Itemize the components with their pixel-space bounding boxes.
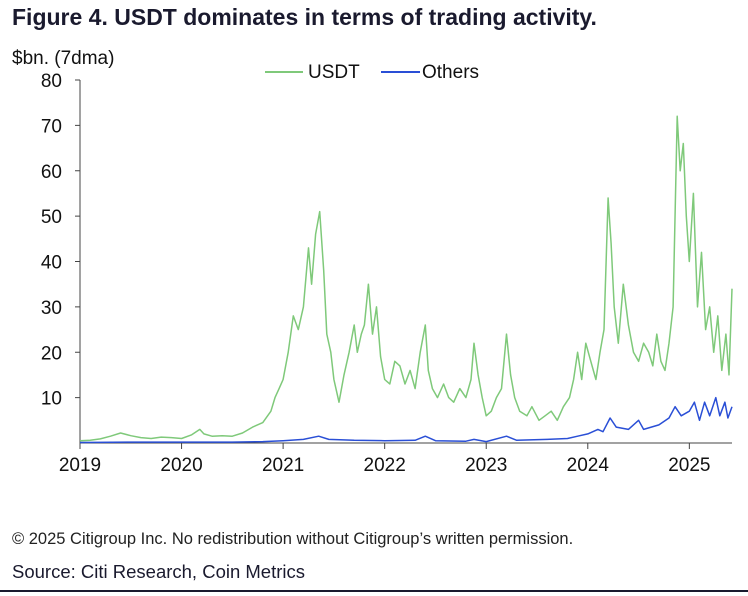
figure-title: Figure 4. USDT dominates in terms of tra… (12, 4, 597, 30)
y-axis: 10 20 30 40 50 60 70 80 (41, 71, 81, 443)
series-line-usdt (79, 115, 733, 442)
y-tick-label: 80 (41, 71, 62, 92)
x-tick-label: 2021 (262, 455, 304, 476)
y-tick-label: 60 (41, 162, 62, 183)
legend-label-others: Others (422, 62, 479, 83)
copyright-notice: © 2025 Citigroup Inc. No redistribution … (12, 530, 574, 548)
x-tick-label: 2019 (59, 455, 101, 476)
source-note: Source: Citi Research, Coin Metrics (12, 561, 306, 582)
x-tick-label: 2020 (160, 455, 202, 476)
y-tick-label: 50 (41, 207, 62, 228)
x-axis: 2019 2020 2021 2022 2023 2024 2025 (59, 442, 732, 476)
y-tick-label: 70 (41, 116, 62, 137)
x-tick-label: 2025 (668, 455, 710, 476)
y-tick-label: 20 (41, 343, 62, 364)
x-tick-label: 2022 (364, 455, 406, 476)
series-layer (79, 115, 733, 444)
x-tick-label: 2023 (465, 455, 507, 476)
legend: USDT Others (265, 62, 479, 83)
y-tick-label: 30 (41, 298, 62, 319)
bottom-rule (0, 590, 748, 592)
legend-label-usdt: USDT (308, 62, 360, 83)
series-line-others (79, 396, 733, 444)
y-tick-label: 10 (41, 389, 62, 410)
x-tick-label: 2024 (567, 455, 610, 476)
line-chart: $bn. (7dma) 10 20 30 40 50 60 70 80 2019 2020 202… (12, 48, 733, 476)
y-axis-unit-label: $bn. (7dma) (12, 48, 114, 69)
y-tick-label: 40 (41, 253, 62, 274)
